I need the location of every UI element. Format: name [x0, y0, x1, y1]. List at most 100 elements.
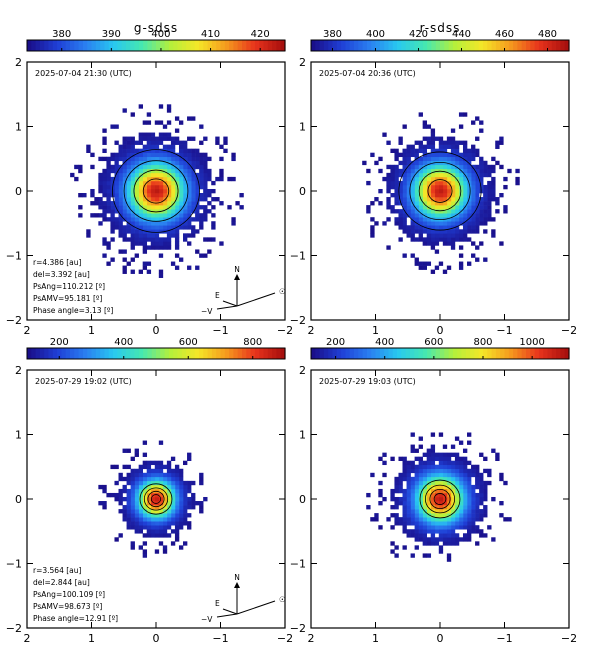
heatmap-cell [166, 164, 172, 170]
colorbar-segment [401, 348, 407, 359]
heatmap-cell [146, 184, 152, 190]
heatmap-cell [146, 180, 152, 186]
heatmap-cell [106, 205, 111, 210]
heatmap-cell [138, 488, 143, 494]
heatmap-cell [166, 237, 172, 242]
heatmap-cell [142, 180, 148, 186]
heatmap-cell [142, 136, 148, 141]
heatmap-cell [122, 108, 127, 113]
colorbar: 200 400 600 800 [26, 337, 286, 360]
heatmap-cell [418, 476, 423, 482]
heatmap-cell [130, 484, 135, 490]
heatmap-cell [394, 197, 399, 202]
heatmap-cell [442, 229, 448, 234]
heatmap-cell [475, 184, 480, 190]
heatmap-cell [450, 233, 456, 238]
y-tick-label: 0 [15, 493, 22, 506]
heatmap-cell [479, 168, 484, 174]
heatmap-cell [430, 468, 436, 474]
heatmap-cell [422, 217, 427, 222]
heatmap-cell [487, 480, 492, 486]
heatmap-cell [446, 529, 452, 534]
heatmap-cell [203, 197, 208, 202]
heatmap-cell [390, 505, 395, 510]
heatmap-cell [142, 241, 148, 246]
heatmap-cell [398, 488, 403, 494]
heatmap-cell [154, 484, 160, 490]
colorbar-segment [418, 40, 424, 51]
heatmap-cell [438, 261, 444, 266]
heatmap-cell [178, 164, 184, 170]
heatmap-cell [219, 176, 224, 182]
heatmap-cell [154, 188, 160, 194]
heatmap-cell [426, 448, 432, 453]
heatmap-cell [134, 233, 139, 238]
heatmap-cell [174, 180, 180, 186]
heatmap-cell [450, 509, 456, 514]
heatmap-cell [438, 221, 444, 226]
heatmap-cell [134, 217, 139, 222]
colorbar-segment [259, 40, 265, 51]
heatmap-cell [414, 537, 419, 542]
heatmap-cell [134, 509, 139, 514]
heatmap-cell [191, 229, 196, 234]
colorbar-segment [483, 348, 488, 359]
heatmap-cell [162, 221, 168, 226]
heatmap-cell [418, 176, 423, 182]
heatmap-cell [118, 509, 123, 514]
heatmap-cell [102, 213, 107, 218]
heatmap-cell [462, 152, 468, 158]
heatmap-cell [110, 217, 115, 222]
heatmap-cell [462, 180, 468, 186]
heatmap-cell [134, 209, 139, 214]
heatmap-cell [402, 496, 407, 502]
heatmap-cell [142, 549, 148, 554]
colorbar-segment [173, 40, 179, 51]
heatmap-cell [142, 460, 148, 466]
heatmap-cell [446, 160, 452, 166]
heatmap-cell [158, 440, 164, 445]
heatmap-cell [475, 496, 480, 502]
heatmap-cell [158, 509, 164, 514]
heatmap-cell [430, 233, 436, 238]
heatmap-cell [370, 217, 375, 222]
heatmap-cell [467, 460, 472, 466]
heatmap-cell [142, 525, 148, 530]
heatmap-cell [430, 496, 436, 502]
heatmap-cell [454, 237, 460, 242]
heatmap-cell [467, 172, 472, 178]
colorbar-segment [190, 348, 196, 359]
heatmap-cell [110, 209, 115, 214]
heatmap-cell [450, 501, 456, 506]
heatmap-cell [174, 484, 180, 490]
heatmap-cell [438, 176, 444, 182]
colorbar-segment [534, 348, 540, 359]
heatmap-cell [454, 513, 460, 518]
heatmap-cell [138, 545, 143, 550]
heatmap-cell [203, 237, 208, 242]
heatmap-cell [118, 184, 123, 190]
heatmap-cell [442, 472, 448, 478]
heatmap-cell [199, 160, 204, 166]
heatmap-cell [187, 488, 192, 494]
heatmap-cell [458, 237, 464, 242]
heatmap-cell [183, 168, 188, 174]
colorbar-segment [371, 348, 377, 359]
colorbar-segment [452, 348, 458, 359]
heatmap-cell [122, 201, 127, 206]
colorbar-segment [349, 40, 355, 51]
heatmap-cell [438, 472, 444, 478]
heatmap-cell [418, 188, 423, 194]
heatmap-cell [410, 476, 415, 482]
heatmap-cell [374, 160, 379, 166]
x-tick-label: 0 [153, 324, 160, 337]
heatmap-cell [166, 233, 172, 238]
heatmap-cell [426, 513, 432, 518]
heatmap-cell [430, 269, 436, 274]
heatmap-cell [406, 168, 411, 174]
heatmap-cell [142, 521, 148, 526]
y-tick-label: 1 [299, 429, 306, 442]
heatmap-cell [414, 533, 419, 538]
info-line: PsAng=100.109 [º] [33, 590, 105, 599]
